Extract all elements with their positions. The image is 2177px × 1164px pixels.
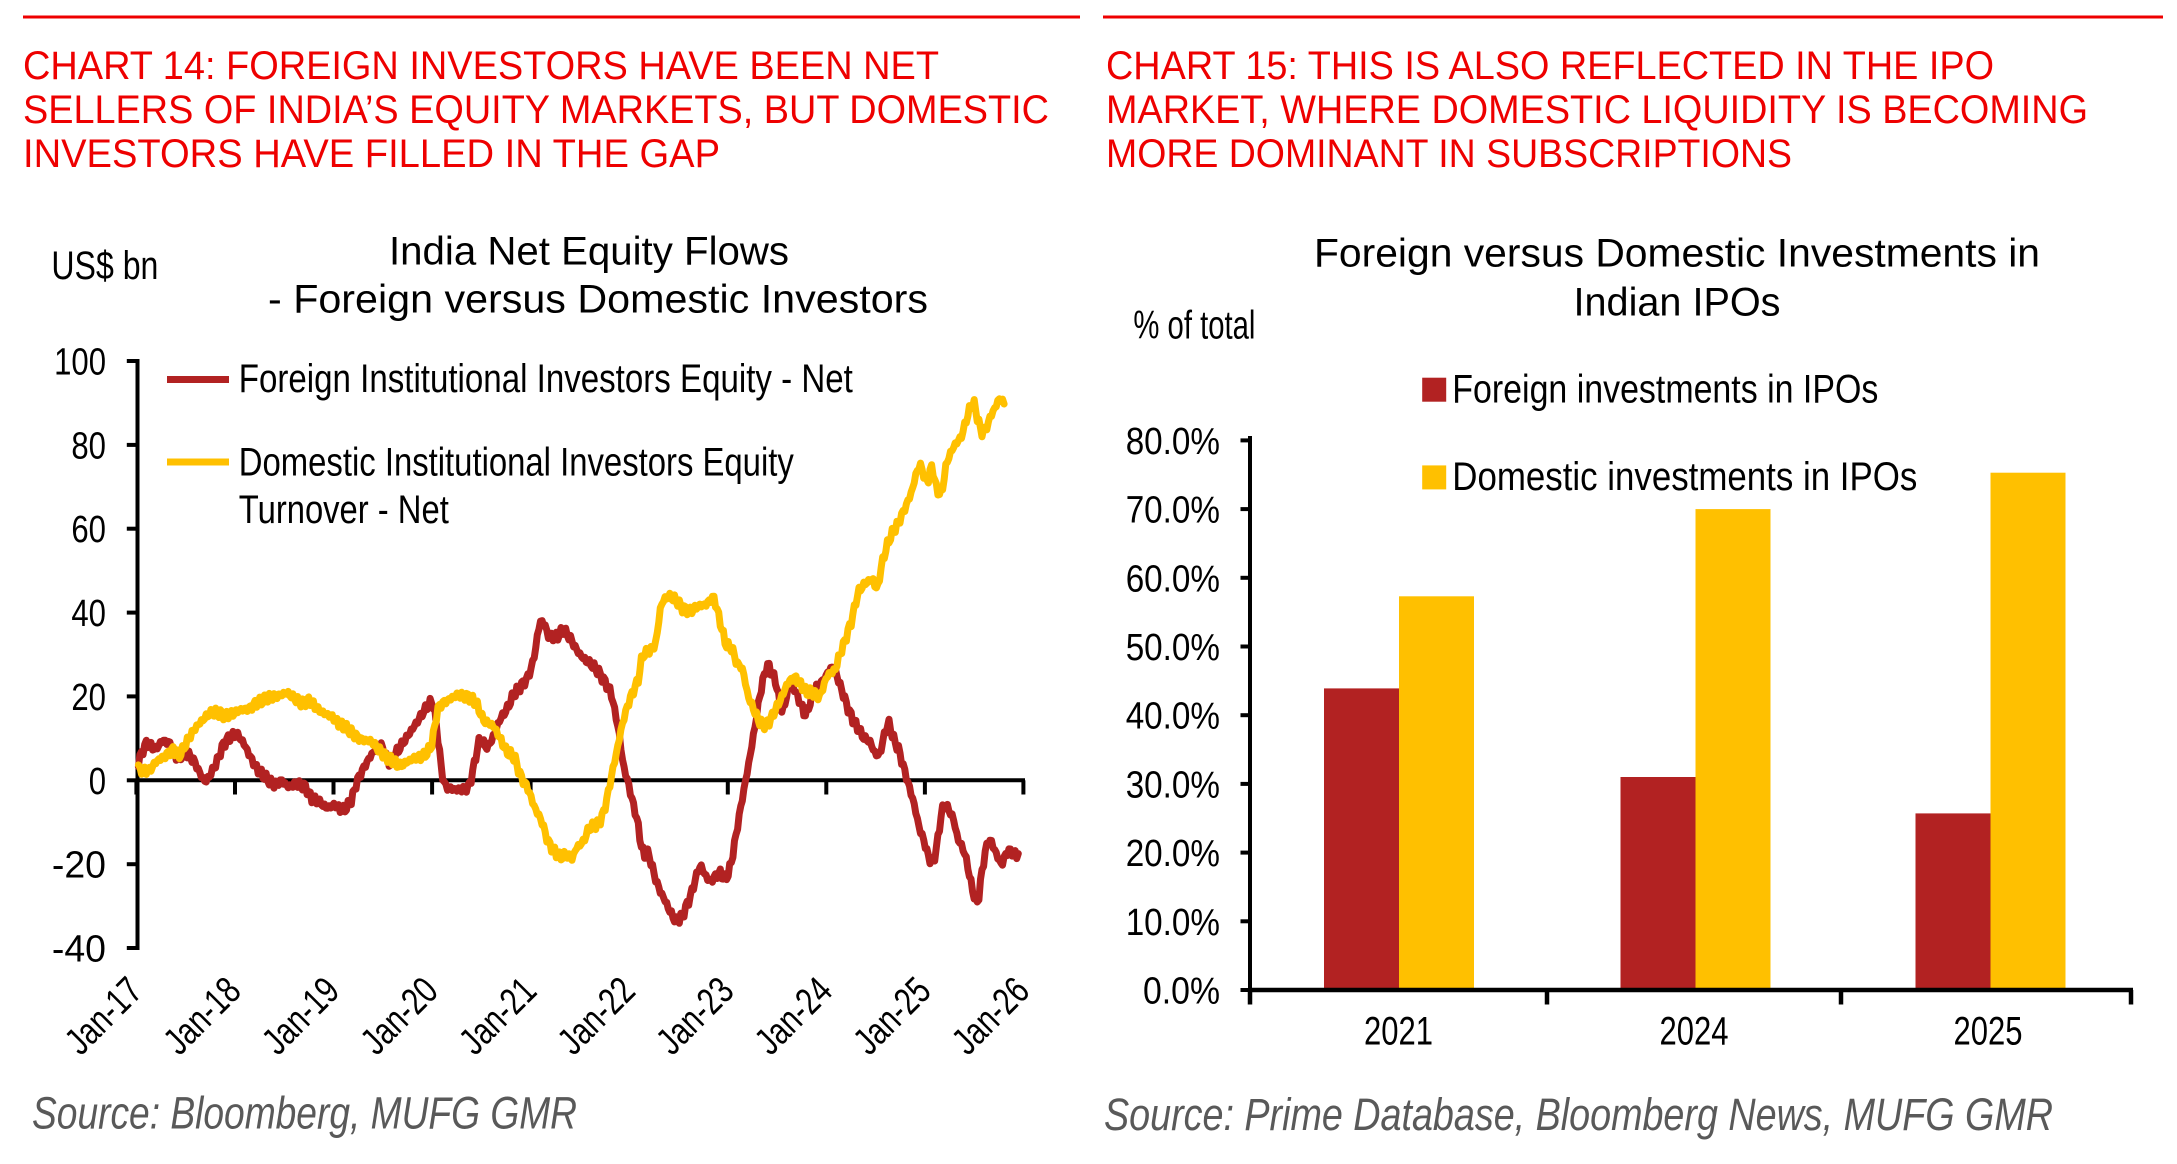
svg-text:40: 40: [71, 593, 106, 635]
svg-text:20.0%: 20.0%: [1126, 833, 1220, 875]
svg-text:INVESTORS HAVE FILLED IN THE G: INVESTORS HAVE FILLED IN THE GAP: [23, 132, 720, 176]
svg-text:50.0%: 50.0%: [1126, 627, 1220, 669]
svg-text:0: 0: [89, 761, 106, 803]
svg-text:10.0%: 10.0%: [1126, 902, 1220, 944]
svg-text:2024: 2024: [1660, 1010, 1729, 1054]
svg-text:80.0%: 80.0%: [1126, 421, 1220, 463]
svg-text:CHART 14: FOREIGN INVESTORS HA: CHART 14: FOREIGN INVESTORS HAVE BEEN NE…: [23, 44, 939, 88]
svg-text:80: 80: [71, 425, 106, 467]
svg-text:Domestic Institutional Investo: Domestic Institutional Investors Equity: [239, 440, 794, 484]
svg-text:Source: Bloomberg, MUFG GMR: Source: Bloomberg, MUFG GMR: [32, 1088, 577, 1139]
svg-text:% of total: % of total: [1133, 304, 1255, 348]
svg-text:20: 20: [71, 677, 106, 719]
svg-text:Foreign versus Domestic Invest: Foreign versus Domestic Investments in: [1314, 232, 2040, 276]
svg-text:MORE DOMINANT IN SUBSCRIPTIONS: MORE DOMINANT IN SUBSCRIPTIONS: [1106, 132, 1792, 176]
svg-text:40.0%: 40.0%: [1126, 696, 1220, 738]
svg-text:Indian IPOs: Indian IPOs: [1574, 281, 1781, 325]
svg-text:-40: -40: [52, 929, 106, 971]
svg-text:India Net Equity Flows: India Net Equity Flows: [389, 230, 789, 274]
svg-text:Source: Prime Database, Bloomb: Source: Prime Database, Bloomberg News, …: [1104, 1089, 2053, 1140]
svg-text:30.0%: 30.0%: [1126, 764, 1220, 806]
svg-text:2025: 2025: [1954, 1010, 2023, 1054]
svg-text:0.0%: 0.0%: [1143, 971, 1220, 1013]
svg-text:- Foreign versus Domestic Inve: - Foreign versus Domestic Investors: [268, 278, 928, 322]
svg-text:Domestic investments in IPOs: Domestic investments in IPOs: [1452, 455, 1917, 499]
svg-text:100: 100: [54, 342, 106, 384]
svg-text:CHART 15: THIS IS ALSO REFLECT: CHART 15: THIS IS ALSO REFLECTED IN THE …: [1106, 44, 1994, 88]
svg-text:US$ bn: US$ bn: [51, 244, 158, 288]
svg-text:70.0%: 70.0%: [1126, 490, 1220, 532]
svg-text:2021: 2021: [1364, 1010, 1433, 1054]
svg-text:Turnover - Net: Turnover - Net: [239, 488, 449, 532]
svg-text:60: 60: [71, 509, 106, 551]
svg-text:-20: -20: [52, 845, 106, 887]
svg-text:MARKET, WHERE DOMESTIC LIQUIDI: MARKET, WHERE DOMESTIC LIQUIDITY IS BECO…: [1106, 88, 2088, 132]
svg-text:Foreign Institutional Investor: Foreign Institutional Investors Equity -…: [239, 357, 853, 401]
svg-text:SELLERS OF INDIA’S EQUITY MARK: SELLERS OF INDIA’S EQUITY MARKETS, BUT D…: [23, 88, 1049, 132]
svg-text:Foreign investments in IPOs: Foreign investments in IPOs: [1452, 367, 1878, 411]
svg-text:60.0%: 60.0%: [1126, 558, 1220, 600]
